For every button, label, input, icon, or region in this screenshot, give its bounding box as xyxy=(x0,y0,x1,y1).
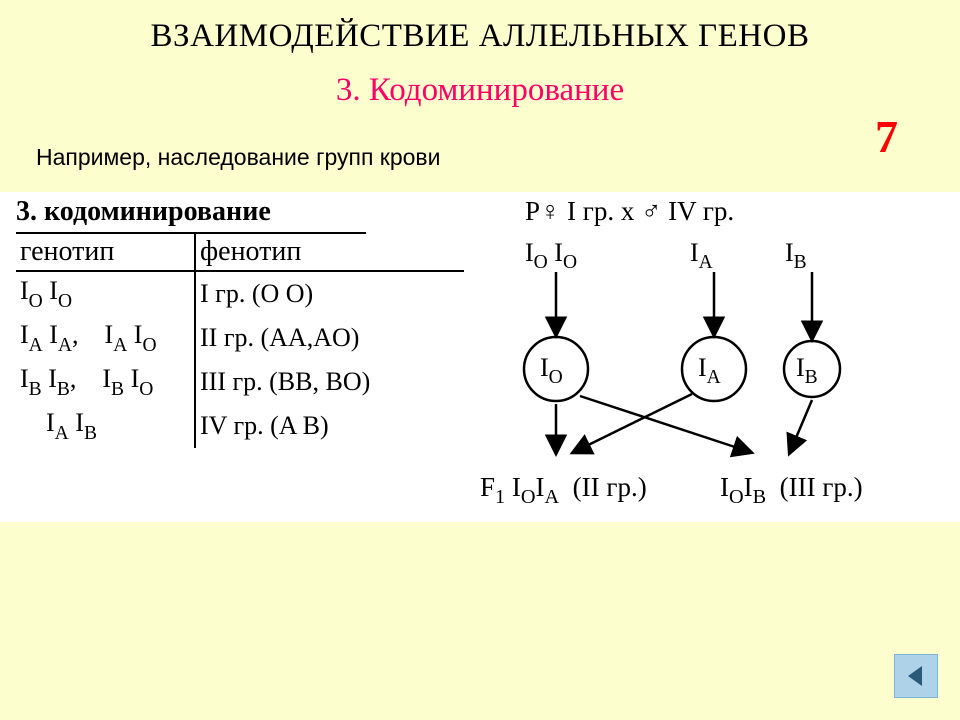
cell-phenotype: IV гр. (A B) xyxy=(194,404,464,448)
cell-phenotype: II гр. (AA,AO) xyxy=(194,316,464,360)
header-genotype: генотип xyxy=(16,234,194,270)
table-headers: генотип фенотип xyxy=(16,234,464,272)
page-title: ВЗАИМОДЕЙСТВИЕ АЛЛЕЛЬНЫХ ГЕНОВ xyxy=(0,18,960,55)
table-body: IO IOI гр. (O O)IA IA, IA IOII гр. (AA,A… xyxy=(16,272,464,448)
cell-genotype: IA IA, IA IO xyxy=(16,320,194,355)
cell-phenotype: III гр. (BB, BO) xyxy=(194,360,464,404)
header-phenotype: фенотип xyxy=(194,234,464,270)
slide: ВЗАИМОДЕЙСТВИЕ АЛЛЕЛЬНЫХ ГЕНОВ 3. Кодоми… xyxy=(0,0,960,720)
chevron-left-icon xyxy=(904,664,928,688)
cross-diagram: P♀ I гр. x ♂ IV гр.IO IOIAIBIOIAIBF1 IOI… xyxy=(470,194,940,514)
prev-button[interactable] xyxy=(894,654,938,698)
genotype-table: 3. кодоминирование генотип фенотип IO IO… xyxy=(16,196,464,448)
cell-genotype: IA IB xyxy=(16,408,194,443)
example-text: Например, наследование групп крови xyxy=(36,144,441,171)
table-row: IA IBIV гр. (A B) xyxy=(16,404,464,448)
cell-phenotype: I гр. (O O) xyxy=(194,272,464,316)
diagram-svg: P♀ I гр. x ♂ IV гр.IO IOIAIBIOIAIBF1 IOI… xyxy=(470,194,940,514)
slide-number: 7 xyxy=(875,110,898,163)
cell-genotype: IB IB, IB IO xyxy=(16,364,194,399)
table-row: IB IB, IB IOIII гр. (BB, BO) xyxy=(16,360,464,404)
table-row: IO IOI гр. (O O) xyxy=(16,272,464,316)
table-row: IA IA, IA IOII гр. (AA,AO) xyxy=(16,316,464,360)
content-panel: 3. кодоминирование генотип фенотип IO IO… xyxy=(0,192,960,522)
cell-genotype: IO IO xyxy=(16,276,194,311)
subtitle: 3. Кодоминирование xyxy=(0,72,960,109)
table-title: 3. кодоминирование xyxy=(16,196,366,234)
